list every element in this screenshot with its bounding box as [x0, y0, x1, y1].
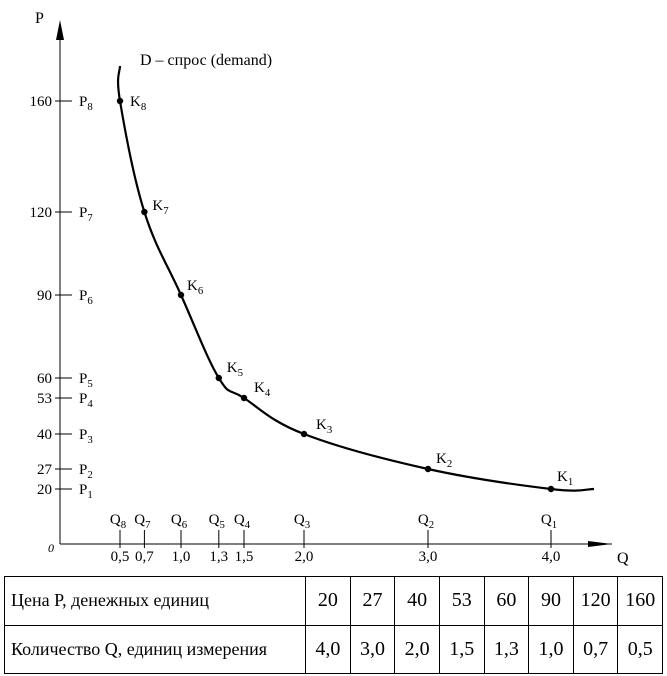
price-row-label: Цена P, денежных единиц	[4, 576, 306, 626]
point-label-k2: K2	[436, 451, 452, 470]
quantity-cell: 2,0	[394, 624, 440, 674]
points-layer	[116, 97, 555, 493]
x-tick-label-4: 1,5	[235, 549, 254, 565]
y-tick-label-2: 27	[37, 462, 53, 478]
curve-label: D – спрос (demand)	[140, 52, 272, 69]
q-symbol-5: Q5	[209, 512, 225, 531]
price-cell: 60	[483, 576, 530, 626]
price-cell: 27	[349, 576, 396, 626]
point-label-k8: K8	[130, 94, 146, 113]
point-k2	[424, 465, 432, 473]
point-label-k6: K6	[187, 278, 204, 297]
y-tick-label-6: 90	[37, 288, 52, 304]
y-tick-label-4: 53	[37, 391, 52, 407]
point-k4	[240, 394, 248, 402]
q-symbol-6: Q6	[171, 512, 188, 531]
point-k8	[116, 97, 124, 105]
price-cell: 53	[438, 576, 485, 626]
quantity-cell: 1,0	[528, 624, 574, 674]
point-label-k1: K1	[557, 469, 573, 488]
demand-curve-layer	[116, 65, 595, 492]
point-label-k7: K7	[152, 198, 169, 217]
x-tick-label-5: 1,3	[209, 549, 228, 565]
point-k7	[141, 208, 148, 216]
p-symbol-6: P6	[79, 288, 93, 307]
p-symbol-8: P8	[79, 94, 93, 113]
p-symbol-5: P5	[79, 371, 93, 390]
axes: P Q 0	[35, 10, 629, 567]
q-symbol-2: Q2	[418, 512, 434, 531]
quantity-cell: 1,3	[483, 624, 530, 674]
point-k5	[215, 374, 222, 382]
quantity-cell: 0,5	[617, 624, 663, 674]
quantity-cell: 3,0	[349, 624, 396, 674]
quantity-row-label: Количество Q, единиц измерения	[4, 624, 306, 674]
point-label-k3: K3	[316, 417, 332, 436]
p-symbol-3: P3	[79, 427, 93, 446]
p-symbol-1: P1	[79, 482, 93, 501]
y-tick-label-5: 60	[37, 371, 52, 387]
price-cell: 120	[572, 576, 619, 626]
x-tick-label-2: 3,0	[419, 549, 438, 565]
y-tick-label-1: 20	[37, 482, 52, 498]
labels-layer: D – спрос (demand) K1 20 P1 Q1 4,0 K2 27 P2 Q2 3,0…	[30, 52, 574, 565]
p-symbol-2: P2	[79, 462, 93, 481]
quantity-cell: 4,0	[305, 624, 351, 674]
x-axis-label: Q	[617, 550, 629, 567]
q-symbol-4: Q4	[234, 512, 251, 531]
q-symbol-7: Q7	[134, 512, 151, 531]
y-tick-label-8: 160	[30, 94, 53, 110]
quantity-cell: 0,7	[572, 624, 619, 674]
y-axis-label: P	[35, 10, 44, 27]
p-symbol-7: P7	[79, 205, 93, 224]
p-symbol-4: P4	[79, 391, 93, 410]
price-cell: 20	[305, 576, 351, 626]
quantity-cell: 1,5	[438, 624, 485, 674]
q-symbol-1: Q1	[541, 512, 557, 531]
x-tick-label-6: 1,0	[172, 549, 191, 565]
x-tick-label-8: 0,5	[111, 549, 130, 565]
x-tick-label-1: 4,0	[542, 549, 561, 565]
point-k3	[300, 430, 308, 438]
price-row: Цена P, денежных единиц 20 27 40 53 60 90 120 1…	[4, 576, 663, 626]
demand-chart: P Q 0 D – спрос (demand) K1 20 P1 Q1 4,0 K2 27 P2 Q…	[30, 10, 630, 567]
point-k6	[177, 291, 185, 299]
point-label-k5: K5	[227, 360, 243, 379]
data-table: Цена P, денежных единиц 20 27 40 53 60 90 120 1…	[4, 576, 663, 674]
point-k1	[547, 485, 555, 493]
price-cell: 160	[617, 576, 663, 626]
x-tick-label-7: 0,7	[135, 549, 154, 565]
y-axis-arrow	[56, 20, 64, 40]
y-tick-label-3: 40	[37, 427, 52, 443]
q-symbol-3: Q3	[294, 512, 310, 531]
demand-curve	[116, 65, 595, 492]
q-symbol-8: Q8	[110, 512, 126, 531]
origin-label: 0	[48, 541, 54, 555]
x-axis-arrow	[588, 541, 612, 547]
x-tick-label-3: 2,0	[295, 549, 314, 565]
y-tick-label-7: 120	[30, 205, 53, 221]
price-cell: 90	[528, 576, 574, 626]
point-label-k4: K4	[254, 380, 271, 399]
price-cell: 40	[394, 576, 440, 626]
quantity-row: Количество Q, единиц измерения 4,0 3,0 2,0…	[4, 624, 663, 674]
